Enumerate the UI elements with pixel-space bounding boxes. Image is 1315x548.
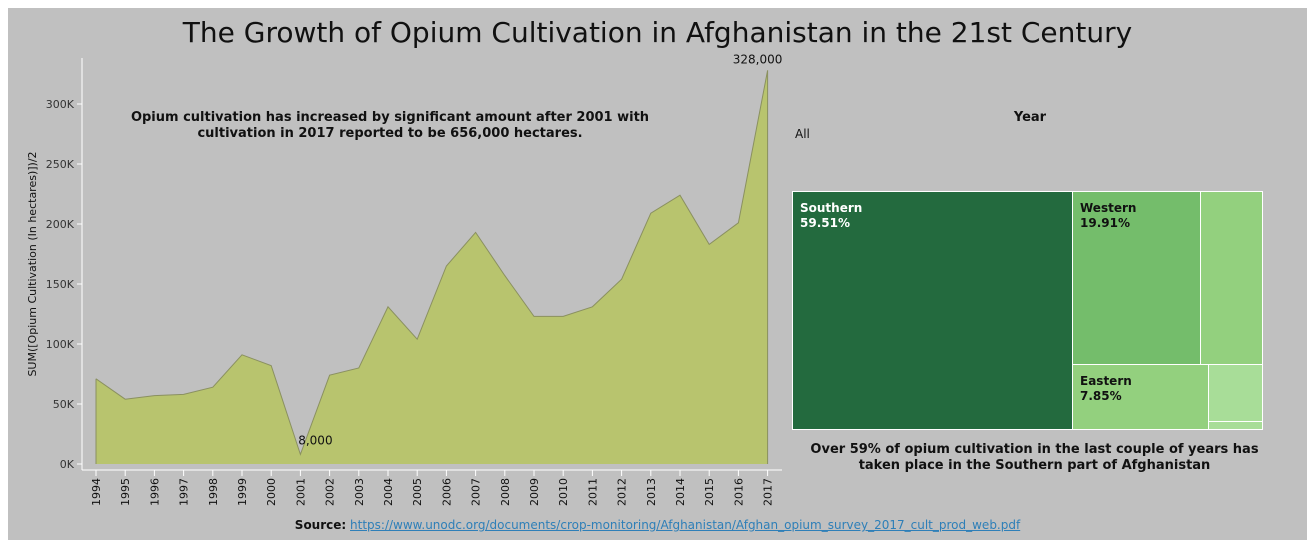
treemap-tile-unlabeled-2[interactable]	[1209, 365, 1262, 421]
y-tick-label: 300K	[46, 98, 75, 111]
data-point[interactable]	[181, 391, 187, 397]
tile-name: Southern	[800, 201, 863, 215]
data-label: 328,000	[733, 52, 783, 66]
data-point[interactable]	[297, 451, 303, 457]
x-tick-label: 2005	[411, 478, 424, 506]
x-tick-label: 1996	[148, 478, 161, 506]
x-tick-label: 2002	[324, 478, 337, 506]
page-title: The Growth of Opium Cultivation in Afgha…	[182, 16, 1133, 49]
data-point[interactable]	[560, 313, 566, 319]
data-point[interactable]	[356, 365, 362, 371]
x-tick-label: 2000	[265, 478, 278, 506]
x-tick-label: 2017	[762, 478, 775, 506]
data-point[interactable]	[648, 210, 654, 216]
source-label: Source:	[294, 518, 347, 532]
region-treemap: Southern 59.51% Western 19.91% Eastern 7…	[792, 191, 1263, 430]
x-tick-label: 2009	[528, 478, 541, 506]
x-tick-label: 1995	[119, 478, 132, 506]
area-line	[95, 70, 769, 456]
tile-name: Western	[1080, 201, 1137, 215]
x-tick-label: 2010	[557, 478, 570, 506]
y-tick-label: 50K	[53, 398, 75, 411]
year-filter-value[interactable]: All	[795, 127, 810, 141]
treemap-caption: Over 59% of opium cultivation in the las…	[810, 442, 1259, 473]
y-tick-label: 150K	[46, 278, 75, 291]
x-tick-label: 2003	[353, 478, 366, 506]
area-chart: 0K 50K 100K 150K 200K 250K 300K 1994 1995 1996 199…	[26, 52, 783, 506]
tile-percent: 59.51%	[800, 216, 850, 230]
treemap-tile-eastern[interactable]: Eastern 7.85%	[1073, 365, 1208, 429]
year-filter-title: Year	[1013, 110, 1047, 125]
y-tick-label: 200K	[46, 218, 75, 231]
area-fill	[96, 70, 768, 465]
source-link[interactable]: https://www.unodc.org/documents/crop-mon…	[350, 518, 1021, 532]
data-point[interactable]	[327, 372, 333, 378]
x-tick-label: 2004	[382, 478, 395, 506]
x-tick-label: 1999	[236, 478, 249, 506]
x-tick-label: 2007	[470, 478, 483, 506]
data-point[interactable]	[677, 192, 683, 198]
source-line: Source: https://www.unodc.org/documents/…	[0, 518, 1315, 532]
data-point[interactable]	[443, 263, 449, 269]
data-point[interactable]	[239, 352, 245, 358]
data-point[interactable]	[385, 304, 391, 310]
data-point[interactable]	[589, 304, 595, 310]
data-point[interactable]	[765, 67, 771, 73]
data-point[interactable]	[151, 393, 157, 399]
data-point[interactable]	[414, 336, 420, 342]
x-tick-label: 2014	[674, 478, 687, 506]
treemap-tile-western[interactable]: Western 19.91%	[1073, 192, 1200, 364]
x-tick-label: 2006	[440, 478, 453, 506]
tile-percent: 7.85%	[1080, 389, 1122, 403]
y-tick-label: 100K	[46, 338, 75, 351]
data-point[interactable]	[735, 220, 741, 226]
tile-percent: 19.91%	[1080, 216, 1130, 230]
y-tick-label: 250K	[46, 158, 75, 171]
treemap-tile-southern[interactable]: Southern 59.51%	[793, 192, 1072, 429]
x-tick-label: 2016	[732, 478, 745, 506]
x-tick-label: 2012	[616, 478, 629, 506]
x-tick-label: 2001	[294, 478, 307, 506]
data-label: 8,000	[298, 433, 332, 447]
x-tick-label: 1998	[207, 478, 220, 506]
treemap-tile-unlabeled-3[interactable]	[1209, 422, 1262, 429]
data-point[interactable]	[502, 273, 508, 279]
tile-name: Eastern	[1080, 374, 1132, 388]
x-tick-label: 2015	[703, 478, 716, 506]
data-point[interactable]	[93, 376, 99, 382]
data-point[interactable]	[619, 276, 625, 282]
data-point[interactable]	[706, 241, 712, 247]
x-tick-label: 2013	[645, 478, 658, 506]
x-tick-label: 1997	[178, 478, 191, 506]
x-tick-label: 2008	[499, 478, 512, 506]
data-point[interactable]	[210, 384, 216, 390]
y-tick-label: 0K	[60, 458, 75, 471]
x-tick-label: 2011	[586, 478, 599, 506]
data-point[interactable]	[268, 363, 274, 369]
data-point[interactable]	[473, 229, 479, 235]
area-chart-annotation: Opium cultivation has increased by signi…	[130, 110, 650, 141]
data-point[interactable]	[531, 313, 537, 319]
data-point[interactable]	[122, 396, 128, 402]
y-axis-label: SUM([Opium Cultivation (In hectares)])/2	[26, 151, 39, 376]
treemap-tile-unlabeled-1[interactable]	[1201, 192, 1262, 364]
x-tick-label: 1994	[90, 478, 103, 506]
